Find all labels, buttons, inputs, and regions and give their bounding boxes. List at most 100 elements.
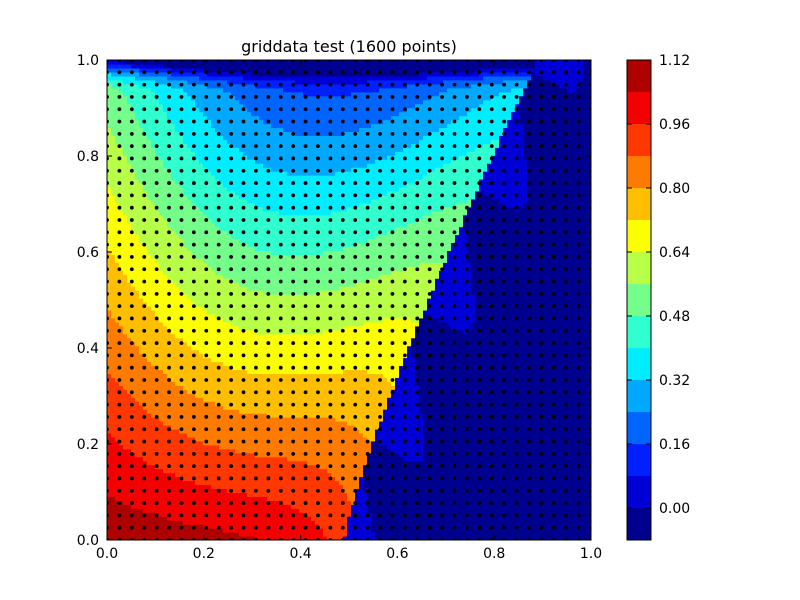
- contour-cell: [159, 123, 164, 128]
- contour-cell: [239, 175, 244, 180]
- contour-cell: [267, 76, 272, 81]
- contour-cell: [175, 409, 180, 414]
- contour-cell: [211, 377, 216, 382]
- contour-cell: [211, 239, 216, 244]
- contour-cell: [135, 508, 140, 513]
- contour-cell: [247, 294, 252, 299]
- contour-cell: [143, 112, 148, 117]
- contour-cell: [251, 135, 256, 140]
- contour-cell: [215, 262, 220, 267]
- contour-cell: [247, 147, 252, 152]
- contour-cell: [203, 123, 208, 128]
- contour-cell: [195, 183, 200, 188]
- contour-cell: [171, 282, 176, 287]
- contour-cell: [143, 373, 148, 378]
- contour-cell: [199, 338, 204, 343]
- contour-cell: [135, 338, 140, 343]
- contour-cell: [135, 433, 140, 438]
- contour-cell: [251, 211, 256, 216]
- contour-cell: [235, 358, 240, 363]
- contour-cell: [135, 235, 140, 240]
- contour-cell: [247, 211, 252, 216]
- contour-cell: [175, 425, 180, 430]
- contour-cell: [267, 123, 272, 128]
- contour-cell: [243, 334, 248, 339]
- contour-cell: [139, 270, 144, 275]
- contour-cell: [127, 532, 132, 537]
- contour-cell: [135, 84, 140, 89]
- contour-cell: [135, 211, 140, 216]
- contour-cell: [167, 100, 172, 105]
- contour-cell: [179, 135, 184, 140]
- contour-cell: [263, 215, 268, 220]
- contour-cell: [123, 425, 128, 430]
- contour-cell: [135, 219, 140, 224]
- contour-cell: [147, 104, 152, 109]
- contour-cell: [235, 116, 240, 121]
- contour-cell: [183, 504, 188, 509]
- contour-cell: [143, 532, 148, 537]
- contour-cell: [183, 318, 188, 323]
- contour-cell: [231, 112, 236, 117]
- contour-cell: [195, 314, 200, 319]
- contour-cell: [159, 159, 164, 164]
- contour-cell: [195, 417, 200, 422]
- contour-cell: [187, 350, 192, 355]
- contour-cell: [223, 68, 228, 73]
- contour-cell: [163, 242, 168, 247]
- contour-cell: [163, 72, 168, 77]
- contour-cell: [263, 322, 268, 327]
- contour-cell: [183, 401, 188, 406]
- contour-cell: [259, 461, 264, 466]
- contour-cell: [199, 183, 204, 188]
- contour-cell: [111, 187, 116, 192]
- contour-cell: [239, 286, 244, 291]
- contour-cell: [131, 100, 136, 105]
- contour-cell: [247, 199, 252, 204]
- contour-cell: [135, 389, 140, 394]
- contour-cell: [271, 421, 276, 426]
- contour-cell: [223, 354, 228, 359]
- contour-cell: [235, 147, 240, 152]
- contour-cell: [179, 64, 184, 69]
- contour-cell: [131, 361, 136, 366]
- contour-cell: [163, 354, 168, 359]
- contour-cell: [159, 516, 164, 521]
- contour-cell: [195, 326, 200, 331]
- contour-cell: [159, 377, 164, 382]
- contour-cell: [227, 496, 232, 501]
- contour-cell: [195, 457, 200, 462]
- contour-cell: [231, 496, 236, 501]
- contour-cell: [111, 266, 116, 271]
- contour-cell: [219, 350, 224, 355]
- contour-cell: [195, 393, 200, 398]
- contour-cell: [119, 473, 124, 478]
- contour-cell: [267, 496, 272, 501]
- contour-cell: [135, 488, 140, 493]
- contour-cell: [223, 80, 228, 85]
- contour-cell: [195, 108, 200, 113]
- contour-cell: [119, 116, 124, 121]
- contour-cell: [163, 453, 168, 458]
- contour-cell: [187, 286, 192, 291]
- contour-cell: [259, 504, 264, 509]
- contour-cell: [183, 270, 188, 275]
- contour-cell: [239, 433, 244, 438]
- contour-cell: [263, 250, 268, 255]
- contour-cell: [115, 457, 120, 462]
- contour-cell: [139, 346, 144, 351]
- contour-cell: [235, 465, 240, 470]
- contour-cell: [195, 481, 200, 486]
- contour-cell: [195, 532, 200, 537]
- contour-cell: [187, 318, 192, 323]
- contour-cell: [259, 131, 264, 136]
- contour-cell: [171, 457, 176, 462]
- contour-cell: [183, 350, 188, 355]
- contour-cell: [211, 433, 216, 438]
- contour-cell: [199, 381, 204, 386]
- contour-cell: [135, 123, 140, 128]
- contour-cell: [219, 381, 224, 386]
- contour-cell: [123, 326, 128, 331]
- contour-cell: [259, 223, 264, 228]
- contour-cell: [139, 151, 144, 156]
